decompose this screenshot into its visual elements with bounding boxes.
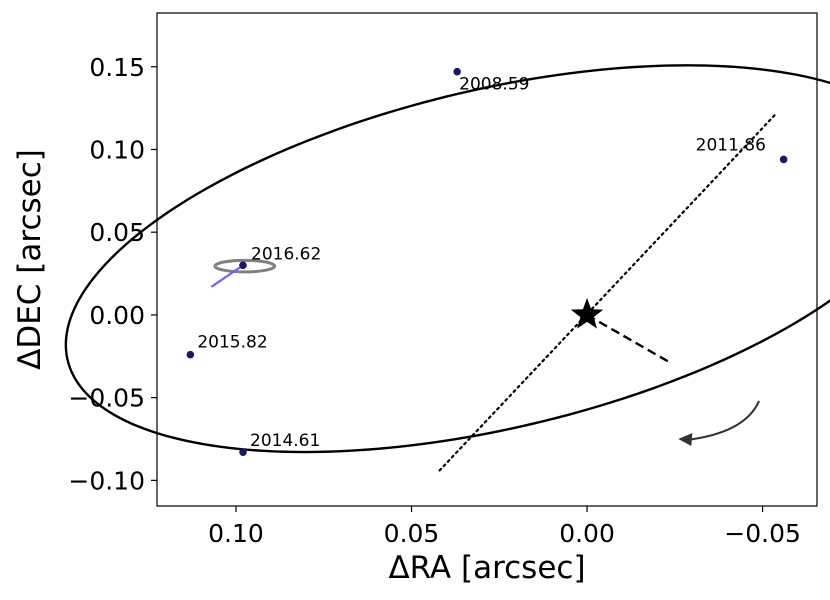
- x-axis: 0.10 0.05 0.00 −0.05: [208, 506, 801, 548]
- residual-line: [210, 264, 244, 288]
- epoch-label: 2011.86: [696, 135, 766, 155]
- x-tick-label: 0.10: [208, 519, 264, 548]
- epoch-point: [239, 261, 247, 270]
- motion-arrow-shaft: [686, 400, 760, 441]
- y-axis-label: ΔDEC [arcsec]: [12, 149, 48, 370]
- epoch-label: 2015.82: [197, 333, 267, 353]
- line-of-apsides: [438, 111, 778, 472]
- y-tick-label: 0.15: [89, 53, 145, 82]
- periastron-line: [586, 313, 669, 363]
- epoch-point: [779, 155, 788, 164]
- error-ellipse: [213, 258, 277, 274]
- y-tick-label: −0.10: [68, 466, 145, 495]
- y-tick-label: 0.05: [89, 218, 145, 247]
- y-axis: 0.15 0.10 0.05 0.00 −0.05 −0.10: [68, 53, 157, 495]
- x-tick-label: −0.05: [724, 519, 801, 548]
- x-tick-label: 0.05: [384, 519, 440, 548]
- epoch-point: [453, 67, 461, 76]
- x-axis-label: ΔRA [arcsec]: [388, 550, 585, 586]
- primary-star-marker: [570, 297, 604, 329]
- plot-frame: [156, 12, 818, 507]
- plot-area: 2008.59 2011.86 2014.61 2015.82 2016.62: [64, 64, 830, 472]
- orbit-ellipse: [64, 64, 830, 454]
- epoch-point: [239, 448, 247, 457]
- y-tick-label: 0.10: [89, 135, 145, 164]
- motion-arrow-head: [678, 432, 693, 446]
- epoch-label: 2008.59: [459, 75, 529, 95]
- epoch-point: [186, 350, 195, 359]
- epoch-label: 2016.62: [251, 244, 321, 264]
- y-tick-label: 0.00: [89, 301, 145, 330]
- epoch-label: 2014.61: [250, 431, 320, 451]
- y-tick-label: −0.05: [68, 384, 145, 413]
- x-tick-label: 0.00: [559, 519, 615, 548]
